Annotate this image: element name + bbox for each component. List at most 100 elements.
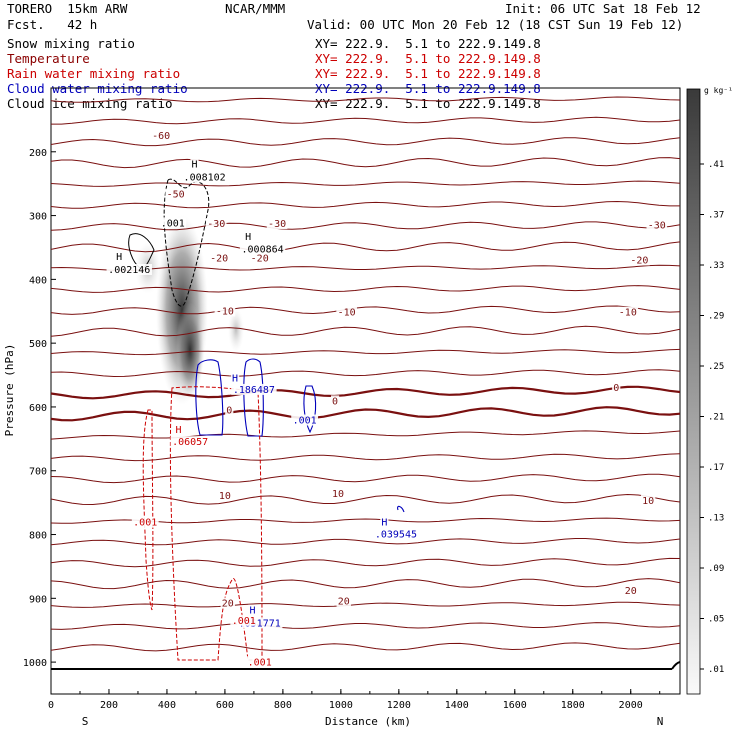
- y-tick-label: 300: [29, 212, 47, 223]
- isotherm: [51, 406, 680, 422]
- cloud-water-label: H: [249, 606, 255, 617]
- forecast-hour: Fcst. 42 h: [7, 17, 98, 32]
- temperature-label-bg: [205, 218, 227, 230]
- temperature-label: 10: [642, 496, 654, 507]
- temperature-label-bg: [225, 404, 234, 416]
- colorbar-label: .33: [708, 261, 724, 271]
- rain-contour: [142, 409, 154, 611]
- valid-time: Valid: 00 UTC Mon 20 Feb 12 (18 CST Sun …: [307, 17, 684, 32]
- isotherm: [51, 385, 680, 400]
- cloud-water-label: H: [232, 373, 238, 384]
- cloud-water-contour: [243, 358, 264, 437]
- temperature-label: -30: [207, 219, 225, 230]
- cloud-water-label: .001: [293, 416, 317, 427]
- colorbar-label: .17: [708, 463, 724, 473]
- temperature-label-bg: [330, 487, 346, 499]
- isotherm: [51, 325, 680, 337]
- ice-label-bg: [244, 230, 253, 242]
- isotherm: [51, 601, 680, 608]
- model-title: TORERO 15km ARW: [7, 1, 128, 16]
- y-tick-label: 400: [29, 275, 47, 286]
- temperature-label-bg: [208, 252, 230, 264]
- temperature-label: -10: [619, 308, 637, 319]
- y-tick-label: 200: [29, 148, 47, 159]
- cloud-water-contour: [397, 505, 405, 513]
- colorbar-ticks: .41 .37 .33 .29 .25 .21 .17 .13 .09 .05 .01: [700, 160, 724, 675]
- x-tick-label: 800: [274, 700, 292, 711]
- legend-cloud-ice-label: Cloud ice mixing ratio: [7, 96, 173, 111]
- temperature-label-bg: [629, 254, 650, 266]
- y-tick-label: 800: [29, 531, 47, 542]
- temperature-label: -20: [251, 254, 269, 265]
- x-tick-label: 1400: [445, 700, 469, 711]
- temperature-label-bg: [612, 382, 621, 393]
- cloud-water-label: .039545: [375, 530, 417, 541]
- isotherm: [51, 116, 680, 125]
- south-label: S: [82, 715, 89, 728]
- cloud-water-label-bg: [291, 414, 319, 426]
- rain-label: H: [176, 425, 182, 436]
- x-tick-label: 1000: [329, 700, 353, 711]
- rain-label-bg: [170, 436, 210, 448]
- temperature-label: 10: [219, 491, 231, 502]
- north-label: N: [657, 715, 664, 728]
- temperature-label-bg: [623, 584, 638, 596]
- isotherm: [51, 305, 680, 315]
- rain-label: .001: [133, 518, 157, 529]
- isotherm: [51, 264, 680, 272]
- axes: 0 200 400 600 800 1000 1200 1400 1600 1800 2000200…: [23, 148, 661, 711]
- colorbar-unit: g kg⁻¹: [704, 86, 733, 95]
- cloud-water-label-bg: [248, 604, 257, 616]
- y-tick-label: 700: [29, 467, 47, 478]
- x-tick-label: 1800: [561, 700, 585, 711]
- isotherm: [51, 157, 680, 169]
- isotherm: [51, 221, 680, 231]
- temperature-label: -30: [648, 220, 666, 231]
- temperature-label-bg: [617, 306, 639, 318]
- legend-rain-xy: XY= 222.9. 5.1 to 222.9.149.8: [315, 66, 541, 81]
- isotherm: [51, 285, 680, 293]
- isotherm: [51, 369, 680, 378]
- isotherm: [51, 430, 680, 440]
- colorbar-label: .29: [708, 312, 724, 322]
- rain-label-bg: [131, 516, 159, 528]
- temperature-label: -20: [630, 255, 648, 266]
- cloud-water-label: .051771: [239, 618, 281, 629]
- colorbar-label: .41: [708, 160, 724, 170]
- colorbar-label: .13: [708, 514, 724, 524]
- isotherm: [51, 557, 680, 568]
- rain-label: .06057: [172, 437, 208, 448]
- cloud-water-contour: [195, 359, 224, 436]
- temperature-label-bg: [646, 219, 668, 231]
- colorbar-label: .05: [708, 615, 724, 625]
- y-tick-label: 600: [29, 403, 47, 414]
- snow-label: H: [191, 160, 197, 171]
- temperature-label: 20: [625, 586, 637, 597]
- ground-surface-rise: [671, 661, 680, 670]
- colorbar-label: .09: [708, 564, 724, 574]
- rain-contour: [169, 386, 263, 661]
- rain-label-bg: [230, 614, 258, 626]
- temperature-label-bg: [214, 305, 236, 317]
- cloud-water-label-bg: [230, 372, 240, 384]
- cloud-water-contour: [303, 385, 317, 434]
- legend-snow-label: Snow mixing ratio: [7, 36, 135, 51]
- isotherm: [51, 200, 680, 209]
- temperature-label: 0: [332, 396, 338, 407]
- temperature-label-bg: [150, 130, 172, 142]
- snow-label-bg: [159, 217, 187, 229]
- temperature-label-bg: [336, 306, 357, 318]
- temperature-label: 0: [226, 405, 232, 416]
- snow-label-bg: [190, 158, 199, 170]
- x-tick-label: 400: [158, 700, 176, 711]
- snow-label: .008102: [184, 172, 226, 183]
- temperature-label: -20: [210, 254, 228, 265]
- x-tick-label: 1200: [387, 700, 411, 711]
- isotherm: [51, 348, 680, 356]
- temperature-label: 20: [222, 599, 234, 610]
- y-tick-label: 500: [29, 339, 47, 350]
- legend-snow-xy: XY= 222.9. 5.1 to 222.9.149.8: [315, 36, 541, 51]
- snow-label: .002146: [108, 265, 150, 276]
- temperature-label: -60: [152, 131, 170, 142]
